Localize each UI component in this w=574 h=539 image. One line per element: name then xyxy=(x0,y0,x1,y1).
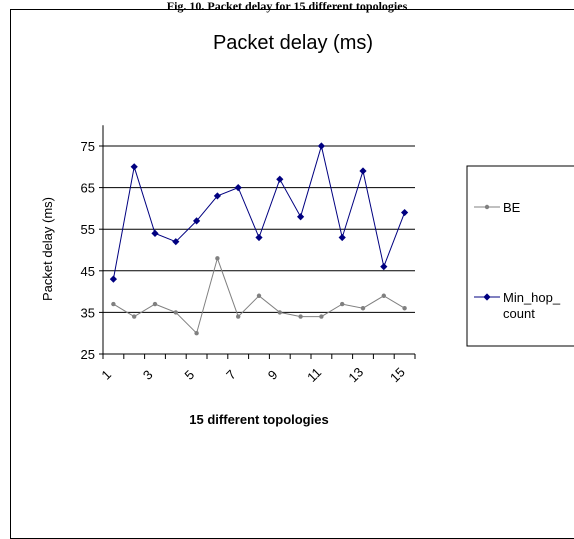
legend-marker-min-hop-count xyxy=(483,293,491,301)
y-tick-label: 25 xyxy=(81,347,95,362)
legend-label-min-hop-count: Min_hop_ xyxy=(503,290,561,305)
data-point-be xyxy=(340,301,345,307)
x-tick-label: 3 xyxy=(140,367,156,383)
data-point-be xyxy=(319,314,324,319)
data-point-min-hop-count xyxy=(255,233,263,242)
chart-area: Packet delay (ms) Packet delay (ms) 15 d… xyxy=(40,32,574,427)
legend-label-min-hop-count: count xyxy=(503,306,535,321)
x-tick-label: 13 xyxy=(345,364,366,385)
chart-title: Packet delay (ms) xyxy=(213,32,373,54)
data-point-be xyxy=(111,301,116,307)
y-axis-title: Packet delay (ms) xyxy=(40,197,55,301)
y-tick-label: 75 xyxy=(81,139,95,154)
x-tick-label: 5 xyxy=(182,367,198,383)
data-point-min-hop-count xyxy=(380,263,388,271)
data-point-min-hop-count xyxy=(401,208,409,217)
data-point-be xyxy=(152,301,158,307)
data-point-be xyxy=(298,314,303,319)
data-point-min-hop-count xyxy=(234,184,242,192)
data-point-be xyxy=(381,293,386,298)
data-point-be xyxy=(173,310,178,315)
data-point-be xyxy=(194,331,199,336)
data-point-min-hop-count xyxy=(151,229,159,237)
x-tick-label: 15 xyxy=(387,364,408,385)
data-point-min-hop-count xyxy=(109,275,117,283)
y-tick-label: 35 xyxy=(81,305,95,320)
data-point-be xyxy=(132,314,137,319)
legend-label-be: BE xyxy=(503,200,521,215)
data-point-min-hop-count xyxy=(213,192,221,200)
x-axis-title: 15 different topologies xyxy=(189,412,328,427)
x-tick-label: 11 xyxy=(304,365,324,385)
x-tick-label: 9 xyxy=(265,367,281,383)
x-tick-label: 7 xyxy=(223,367,239,383)
data-point-be xyxy=(236,314,241,319)
legend: BE Min_hop_count xyxy=(466,165,574,347)
data-point-min-hop-count xyxy=(338,233,346,242)
data-point-min-hop-count xyxy=(130,163,138,171)
legend-marker-be xyxy=(484,204,490,210)
data-point-min-hop-count xyxy=(193,217,201,225)
data-point-min-hop-count xyxy=(172,238,180,246)
data-point-be xyxy=(402,306,407,311)
data-point-min-hop-count xyxy=(317,142,325,150)
data-point-min-hop-count xyxy=(297,213,305,221)
y-tick-label: 55 xyxy=(81,222,95,237)
data-point-be xyxy=(256,293,262,298)
x-tick-label: 1 xyxy=(98,367,114,383)
y-tick-label: 65 xyxy=(81,181,95,196)
data-point-be xyxy=(360,306,366,311)
y-tick-label: 45 xyxy=(81,264,95,279)
data-point-min-hop-count xyxy=(276,175,284,183)
data-point-be xyxy=(277,310,282,315)
legend-box xyxy=(466,165,574,347)
data-point-be xyxy=(215,256,220,261)
data-point-min-hop-count xyxy=(359,167,367,175)
series-line-min-hop-count xyxy=(112,144,406,280)
